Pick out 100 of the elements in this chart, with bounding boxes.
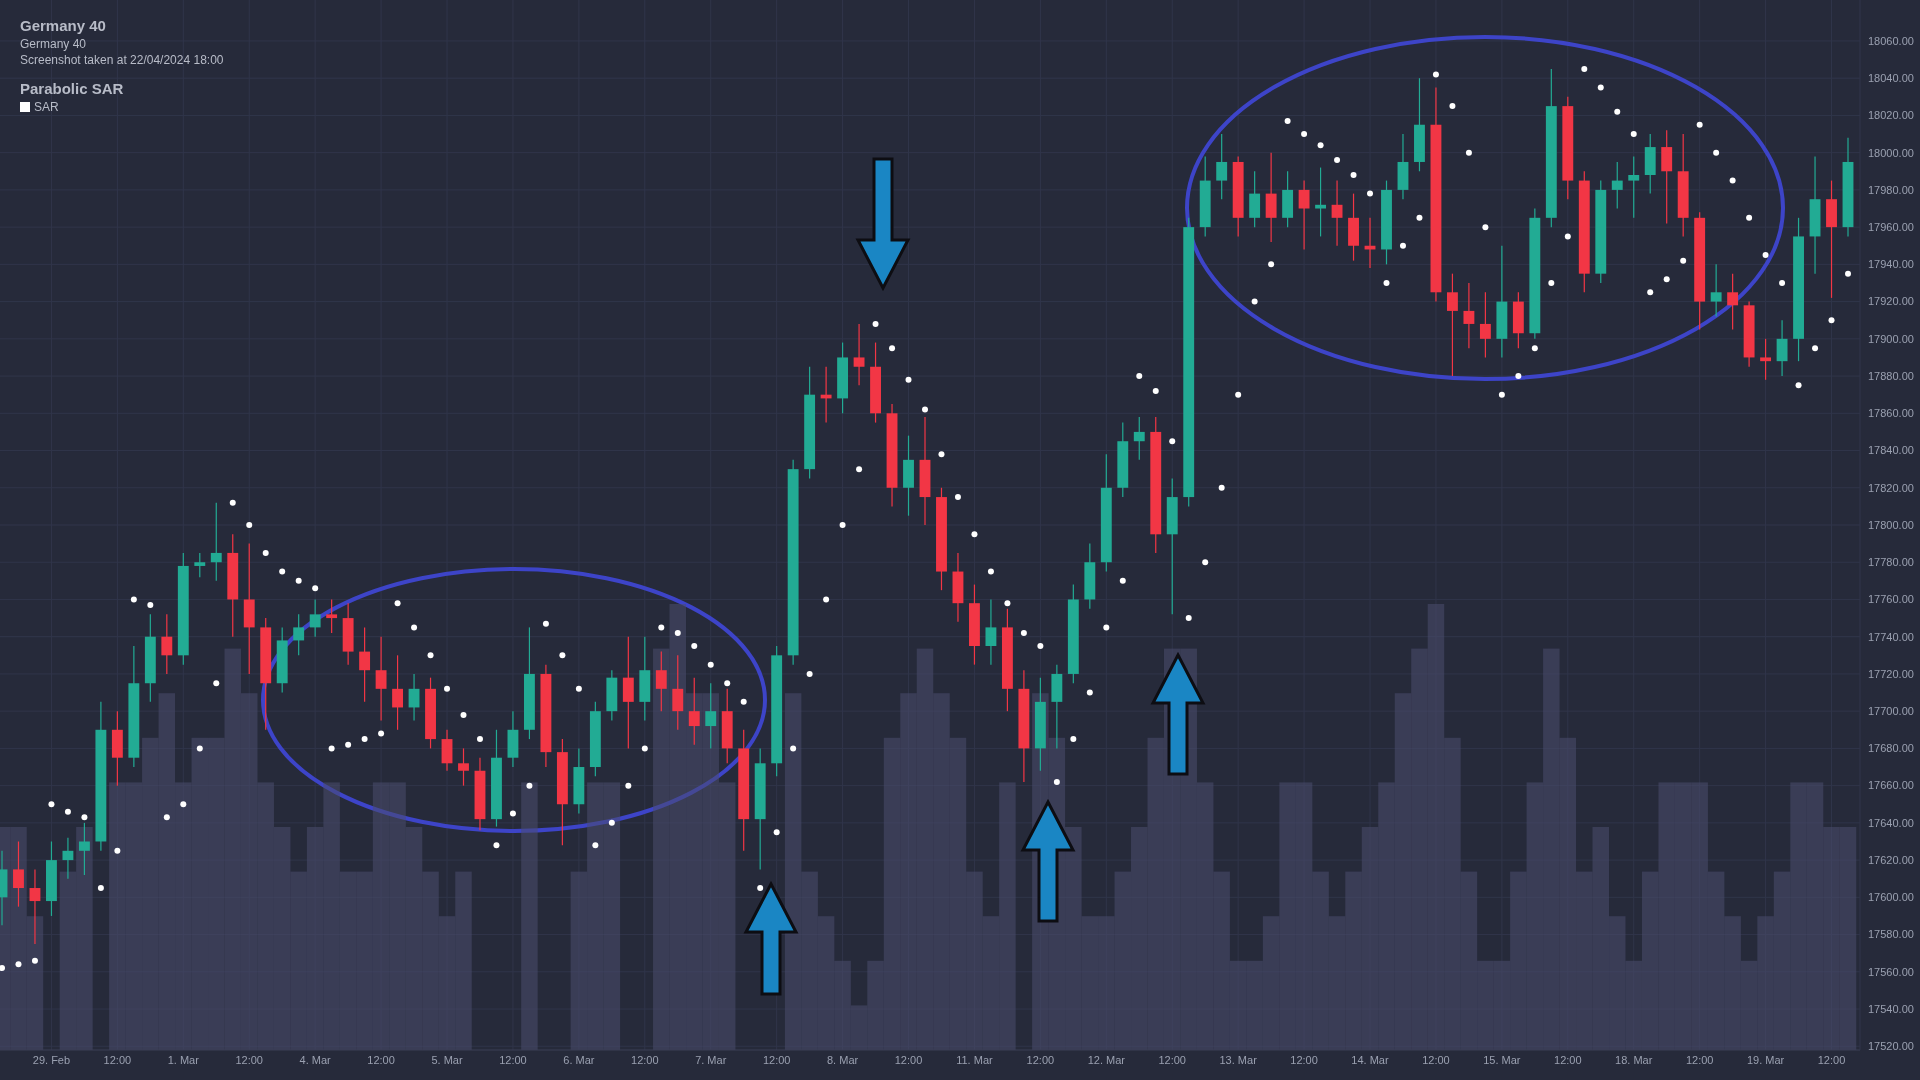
bar	[1559, 737, 1577, 1050]
bar	[1196, 782, 1214, 1050]
bar	[1592, 827, 1610, 1050]
bar	[817, 916, 835, 1050]
bar	[109, 782, 126, 1050]
y-tick-label: 18060.00	[1868, 34, 1914, 47]
candlestick	[62, 837, 74, 880]
bar	[76, 827, 93, 1050]
bar	[175, 782, 192, 1050]
candlestick	[210, 502, 222, 582]
bar	[900, 693, 917, 1050]
y-tick-label: 17700.00	[1868, 705, 1914, 718]
bar	[273, 827, 291, 1050]
bar	[1543, 648, 1560, 1050]
bar	[1361, 827, 1379, 1050]
candlestick	[1760, 338, 1772, 381]
y-tick-label: 17540.00	[1868, 1002, 1914, 1015]
bar	[208, 737, 225, 1050]
y-tick-label: 17520.00	[1868, 1040, 1914, 1053]
bar	[1724, 916, 1741, 1050]
bar	[306, 827, 324, 1050]
bar	[372, 782, 390, 1050]
bar	[933, 693, 950, 1050]
bar	[1262, 916, 1280, 1050]
x-tick-label: 11. Mar	[956, 1054, 994, 1066]
y-tick-label: 17880.00	[1868, 369, 1914, 382]
y-tick-label: 17600.00	[1868, 891, 1914, 904]
bar	[455, 871, 472, 1050]
y-tick-label: 17780.00	[1868, 556, 1914, 569]
x-tick-label: 4. Mar	[299, 1054, 332, 1066]
bar	[1147, 737, 1164, 1050]
candlestick	[29, 868, 41, 945]
bar	[702, 693, 719, 1050]
candlestick	[1133, 416, 1145, 461]
x-tick-label: 5. Mar	[431, 1054, 463, 1066]
bar	[1312, 871, 1329, 1050]
bar	[257, 782, 274, 1050]
bar	[26, 916, 44, 1050]
bar	[850, 1005, 868, 1050]
bar	[1609, 916, 1626, 1050]
x-tick-label: 12:00	[1685, 1054, 1714, 1066]
bar	[1328, 916, 1346, 1050]
bar	[240, 693, 258, 1050]
bar	[1625, 960, 1642, 1050]
x-tick-label: 12:00	[103, 1054, 132, 1066]
y-tick-label: 17900.00	[1868, 332, 1914, 345]
y-tick-label: 17580.00	[1868, 928, 1914, 941]
bar	[1065, 827, 1082, 1050]
bar	[1707, 871, 1725, 1050]
bar	[1378, 782, 1395, 1050]
bar	[356, 871, 373, 1050]
y-tick-label: 17560.00	[1868, 965, 1914, 978]
bar	[1806, 782, 1824, 1050]
x-tick-label: 12:00	[631, 1054, 659, 1066]
x-tick-label: 12. Mar	[1087, 1054, 1126, 1066]
bar	[1213, 871, 1230, 1050]
candlestick	[1446, 273, 1458, 377]
candlestick	[1727, 273, 1739, 331]
bar	[438, 916, 456, 1050]
bar	[1691, 782, 1708, 1050]
bar	[834, 960, 851, 1050]
legend-title: Parabolic SAR	[20, 80, 124, 97]
legend-label: SAR	[34, 100, 60, 114]
candlestick	[375, 636, 387, 722]
bar	[1114, 871, 1132, 1050]
bar	[1740, 960, 1758, 1050]
candlestick	[359, 626, 371, 703]
bar	[1477, 960, 1494, 1050]
y-tick-label: 17840.00	[1868, 444, 1914, 457]
candlestick	[161, 613, 173, 675]
candlestick	[309, 598, 321, 638]
candlestick	[1611, 161, 1623, 210]
x-tick-label: 12:00	[1290, 1054, 1318, 1066]
candlestick	[688, 677, 700, 746]
y-tick-label: 17620.00	[1868, 853, 1914, 866]
y-tick-label: 17640.00	[1868, 816, 1914, 829]
y-tick-label: 18040.00	[1868, 72, 1914, 85]
bar	[521, 782, 538, 1050]
x-tick-label: 12:00	[235, 1054, 263, 1066]
x-tick-label: 12:00	[1817, 1054, 1846, 1066]
bar	[339, 871, 357, 1050]
bar	[1411, 648, 1428, 1050]
bar	[999, 782, 1016, 1050]
annotation: Screenshot taken at 22/04/2024 18:00	[20, 53, 224, 67]
bar	[1444, 737, 1461, 1050]
y-tick-label: 17920.00	[1868, 295, 1914, 308]
bar	[1295, 782, 1313, 1050]
bar	[686, 693, 703, 1050]
bar	[1394, 693, 1412, 1050]
candlestick	[1776, 319, 1788, 377]
y-tick-label: 17820.00	[1868, 481, 1914, 494]
bar	[883, 737, 901, 1050]
bar	[1526, 782, 1544, 1050]
x-tick-label: 12:00	[1158, 1054, 1186, 1066]
y-tick-label: 17960.00	[1868, 220, 1914, 233]
candlestick	[1710, 263, 1722, 318]
candlestick	[1331, 179, 1343, 247]
bar	[669, 604, 687, 1050]
candlestick	[1315, 166, 1327, 238]
bar	[1641, 871, 1659, 1050]
